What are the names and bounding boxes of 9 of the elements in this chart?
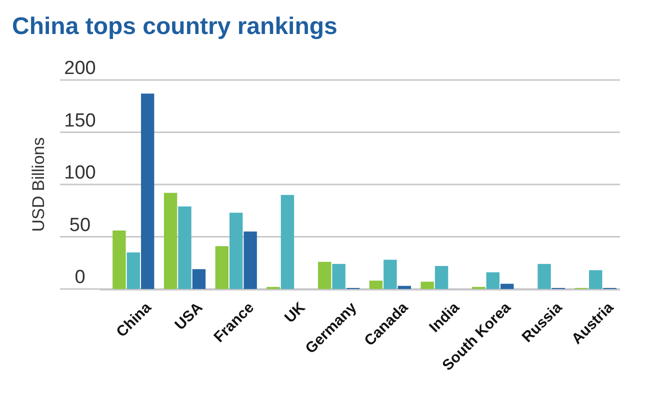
y-tick-label: 150: [64, 110, 96, 132]
x-tick-label: USA: [172, 299, 206, 334]
x-tick-label: UK: [281, 299, 309, 327]
y-tick-label: 50: [69, 214, 91, 236]
y-tick-label: 100: [64, 162, 96, 184]
chart-title: China tops country rankings: [12, 13, 338, 40]
y-tick-label: 0: [74, 267, 86, 288]
y-axis-title: USD Billions: [29, 137, 48, 232]
y-tick-label: 200: [64, 58, 96, 79]
